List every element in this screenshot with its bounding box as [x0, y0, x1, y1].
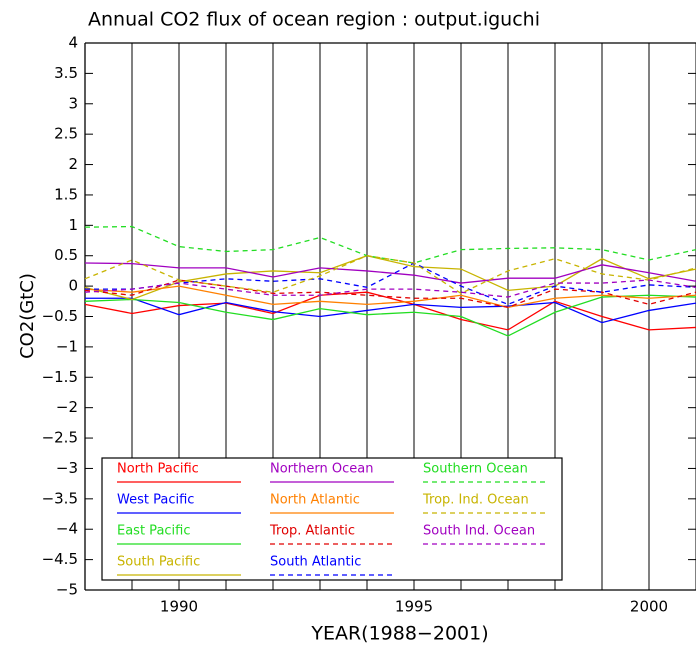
series-line — [84, 279, 696, 298]
series-line — [84, 255, 696, 295]
x-tick-label: 1990 — [160, 598, 198, 616]
y-axis-label: CO2(GtC) — [17, 273, 38, 359]
y-tick-label: −2 — [56, 398, 78, 416]
legend-label: South Pacific — [117, 555, 200, 570]
y-tick-label: 3 — [68, 94, 78, 112]
legend-box — [101, 457, 563, 581]
x-axis-label: YEAR(1988−2001) — [310, 623, 488, 645]
series-line — [84, 262, 696, 284]
legend-label: Trop. Atlantic — [269, 524, 355, 539]
y-tick-label: 0.5 — [54, 246, 78, 264]
series-line — [84, 225, 696, 264]
series-line — [85, 262, 696, 306]
legend-label: South Atlantic — [270, 555, 361, 570]
series-line — [84, 285, 696, 309]
y-tick-label: 2.5 — [54, 125, 78, 143]
y-tick-label: −4.5 — [42, 550, 78, 568]
x-tick-label: 1995 — [395, 598, 433, 616]
y-tick-label: −3.5 — [42, 489, 78, 507]
legend-label: Northern Ocean — [270, 462, 373, 477]
y-tick-label: −1.5 — [42, 368, 78, 386]
y-tick-label: −2.5 — [42, 429, 78, 447]
legend-label: North Atlantic — [270, 493, 360, 508]
series-line — [84, 294, 696, 337]
y-tick-label: 4 — [68, 34, 78, 52]
legend-label: East Pacific — [117, 524, 191, 539]
series-line — [84, 291, 696, 331]
y-tick-label: 1 — [68, 216, 78, 234]
series-line — [84, 255, 696, 301]
chart-title: Annual CO2 flux of ocean region : output… — [88, 9, 540, 31]
y-tick-label: −0.5 — [42, 307, 78, 325]
y-tick-label: −3 — [56, 459, 78, 477]
y-tick-label: 3.5 — [54, 64, 78, 82]
x-tick-label: 2000 — [630, 598, 668, 616]
y-tick-label: −5 — [56, 581, 78, 599]
legend-label: North Pacific — [117, 462, 199, 477]
legend-label: Trop. Ind. Ocean — [422, 493, 529, 508]
y-tick-label: −4 — [56, 520, 78, 538]
series-line — [85, 297, 696, 324]
y-tick-label: 1.5 — [54, 185, 78, 203]
y-tick-label: −1 — [56, 337, 78, 355]
y-tick-label: 0 — [68, 277, 78, 295]
legend-label: West Pacific — [117, 493, 194, 508]
y-tick-label: 2 — [68, 155, 78, 173]
series-line — [84, 279, 696, 309]
legend-label: South Ind. Ocean — [423, 524, 535, 539]
legend-label: Southern Ocean — [423, 462, 528, 477]
